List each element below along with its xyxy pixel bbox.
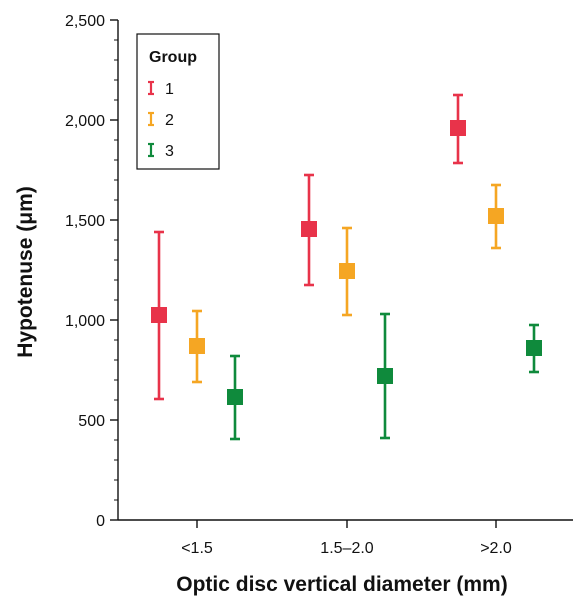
axes: 0 500 1,000 1,500 2,000 2,500 <1.5 1.5–2.0 >2.0 — [65, 13, 573, 557]
series-1 — [151, 93, 466, 401]
mean-marker — [227, 389, 243, 405]
mean-marker — [339, 263, 355, 279]
legend: Group 1 2 3 — [136, 33, 220, 170]
series-3 — [227, 312, 542, 441]
mean-marker — [488, 208, 504, 224]
legend-label: 1 — [165, 81, 174, 98]
legend-items: 1 2 3 — [148, 80, 174, 160]
y-axis-title: Hypotenuse (μm) — [14, 186, 37, 358]
series-2 — [189, 183, 504, 384]
x-tick-label: <1.5 — [181, 540, 213, 557]
y-tick-label: 1,500 — [65, 213, 105, 230]
y-tick-label: 2,000 — [65, 113, 105, 130]
legend-label: 3 — [165, 143, 174, 160]
series-layer — [151, 93, 542, 441]
mean-marker — [301, 221, 317, 237]
mean-marker — [151, 307, 167, 323]
legend-label: 2 — [165, 112, 174, 129]
mean-marker — [377, 368, 393, 384]
y-tick-label: 0 — [96, 513, 105, 530]
mean-marker — [189, 338, 205, 354]
legend-title: Group — [149, 49, 197, 66]
mean-marker — [450, 120, 466, 136]
x-tick-label: 1.5–2.0 — [320, 540, 373, 557]
x-axis-title: Optic disc vertical diameter (mm) — [176, 573, 507, 596]
y-tick-label: 2,500 — [65, 13, 105, 30]
x-tick-label: >2.0 — [480, 540, 512, 557]
y-tick-label: 1,000 — [65, 313, 105, 330]
mean-marker — [526, 340, 542, 356]
y-tick-label: 500 — [78, 413, 105, 430]
